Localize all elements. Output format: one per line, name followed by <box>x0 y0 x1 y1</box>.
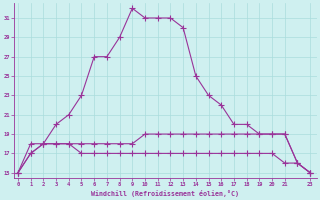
X-axis label: Windchill (Refroidissement éolien,°C): Windchill (Refroidissement éolien,°C) <box>91 190 239 197</box>
